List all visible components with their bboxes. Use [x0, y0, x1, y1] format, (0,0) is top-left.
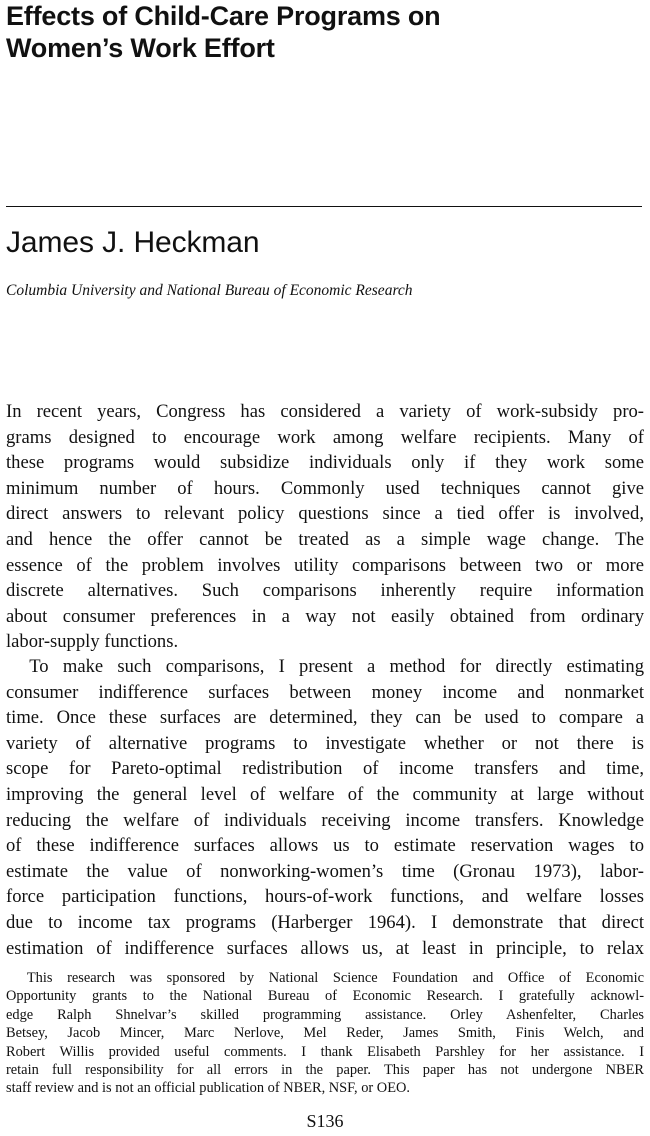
body-paragraph-1: In recent years, Congress has considered… — [6, 399, 644, 655]
paragraph-line: time. Once these surfaces are determined… — [6, 707, 644, 729]
paragraph-line: about consumer preferences in a way not … — [6, 605, 644, 627]
body-paragraph-2: To make such comparisons, I present a me… — [6, 654, 644, 961]
paragraph-line: minimum number of hours. Commonly used t… — [6, 477, 644, 499]
paragraph-line: improving the general level of welfare o… — [6, 783, 644, 805]
author-affiliation: Columbia University and National Bureau … — [6, 282, 413, 299]
paragraph-line: direct answers to relevant policy questi… — [6, 503, 644, 525]
footnote-line: This research was sponsored by National … — [26, 970, 644, 986]
footnote-line: retain full responsibility for all error… — [6, 1062, 644, 1079]
paragraph-line: scope for Pareto-optimal redistribution … — [6, 758, 644, 780]
paragraph-line: grams designed to encourage work among w… — [6, 426, 644, 448]
paragraph-line: consumer indifference surfaces between m… — [6, 681, 644, 703]
paragraph-line: essence of the problem involves utility … — [6, 554, 644, 576]
footnote-line: edge Ralph Shnelvar’s skilled programmin… — [6, 1006, 644, 1023]
paragraph-line: and hence the offer cannot be treated as… — [6, 528, 644, 550]
paragraph-line: estimation of indifference surfaces allo… — [6, 937, 644, 959]
paragraph-line: variety of alternative programs to inves… — [6, 732, 644, 754]
paragraph-line: these programs would subsidize individua… — [6, 452, 644, 474]
footnote-line: Opportunity grants to the National Burea… — [6, 988, 644, 1005]
footnote-line: staff review and is not an official publ… — [6, 1080, 410, 1097]
article-title: Effects of Child-Care Programs on Women’… — [6, 0, 646, 64]
paragraph-line: discrete alternatives. Such comparisons … — [6, 580, 644, 602]
paragraph-line: due to income tax programs (Harberger 19… — [6, 911, 644, 933]
paragraph-line: In recent years, Congress has considered… — [6, 401, 644, 422]
footnote-line: Betsey, Jacob Mincer, Marc Nerlove, Mel … — [6, 1025, 644, 1042]
acknowledgment-footnote: This research was sponsored by National … — [6, 969, 644, 1098]
paragraph-line: of these indifference surfaces allows us… — [6, 835, 644, 857]
author-name: James J. Heckman — [6, 226, 260, 259]
paragraph-line: labor-supply functions. — [6, 631, 179, 653]
footnote-line: Robert Willis provided useful comments. … — [6, 1043, 644, 1060]
title-divider — [6, 206, 642, 207]
paragraph-line: reducing the welfare of individuals rece… — [6, 809, 644, 831]
page-number: S136 — [306, 1111, 344, 1131]
title-line: Effects of Child-Care Programs on — [6, 1, 441, 31]
title-line: Women’s Work Effort — [6, 33, 275, 63]
paragraph-line: estimate the value of nonworking-women’s… — [6, 860, 644, 882]
paragraph-line: To make such comparisons, I present a me… — [29, 656, 644, 677]
paragraph-line: force participation functions, hours-of-… — [6, 886, 644, 908]
